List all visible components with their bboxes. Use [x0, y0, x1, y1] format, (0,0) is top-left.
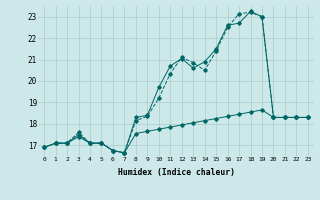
X-axis label: Humidex (Indice chaleur): Humidex (Indice chaleur) — [117, 168, 235, 177]
